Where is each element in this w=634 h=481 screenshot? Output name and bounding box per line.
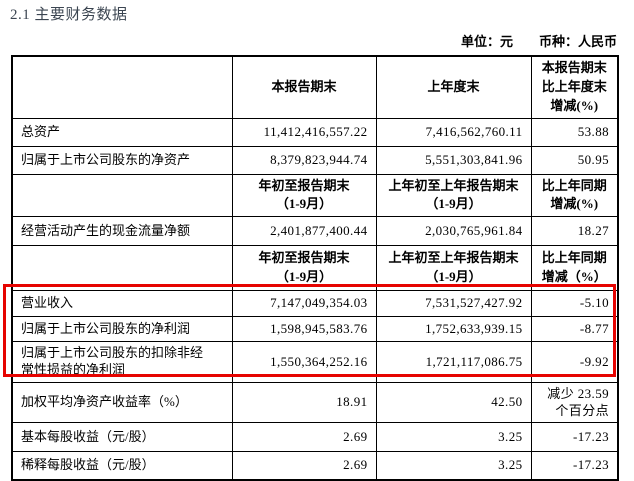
value-current: 2.69 (231, 451, 377, 481)
header-blank-cell (11, 173, 233, 218)
header-ytd-current: 年初至报告期末 （1-9月） (231, 173, 377, 218)
metric-label: 经营活动产生的现金流量净额 (11, 216, 233, 247)
metric-label: 稀释每股收益（元/股） (11, 451, 233, 481)
row-total-assets: 总资产 11,412,416,557.22 7,416,562,760.11 5… (11, 117, 619, 147)
value-current: 7,147,049,354.03 (231, 290, 377, 318)
header-yoy-change: 比上年同期 增减(%) (530, 173, 619, 218)
row-operating-cash-flow: 经营活动产生的现金流量净额 2,401,877,400.44 2,030,765… (11, 216, 619, 247)
section-title: 2.1 主要财务数据 (10, 7, 128, 23)
header-yoy-change: 比上年同期 增减（%） (530, 245, 619, 292)
metric-label: 归属于上市公司股东的净利润 (11, 316, 233, 343)
value-prior: 42.50 (375, 382, 532, 424)
row-net-assets-attributable: 归属于上市公司股东的净资产 8,379,823,944.74 5,551,303… (11, 145, 619, 175)
row-net-profit-attributable: 归属于上市公司股东的净利润 1,598,945,583.76 1,752,633… (11, 316, 619, 343)
value-change: -8.77 (530, 316, 619, 343)
value-current: 18.91 (231, 382, 377, 424)
value-change: 50.95 (530, 145, 619, 175)
metric-label: 加权平均净资产收益率（%） (11, 382, 233, 424)
value-prior: 3.25 (375, 422, 532, 453)
value-change: 18.27 (530, 216, 619, 247)
row-net-profit-excl-nonrecurring: 归属于上市公司股东的扣除非经 常性损益的净利润 1,550,364,252.16… (11, 341, 619, 384)
value-current: 2.69 (231, 422, 377, 453)
value-current: 11,412,416,557.22 (231, 117, 377, 147)
value-change: -9.92 (530, 341, 619, 384)
header-row-ytd-2: 年初至报告期末 （1-9月） 上年初至上年报告期末 （1-9月） 比上年同期 增… (11, 245, 619, 292)
header-row-ytd-1: 年初至报告期末 （1-9月） 上年初至上年报告期末 （1-9月） 比上年同期 增… (11, 173, 619, 218)
value-current: 1,598,945,583.76 (231, 316, 377, 343)
currency-label: 币种：人民币 (538, 34, 617, 49)
financial-data-table: 本报告期末 上年度末 本报告期末 比上年度末 增减(%) 总资产 11,412,… (11, 55, 619, 481)
value-prior: 3.25 (375, 451, 532, 481)
header-ytd-prior: 上年初至上年报告期末 （1-9月） (375, 245, 532, 292)
row-operating-revenue: 营业收入 7,147,049,354.03 7,531,527,427.92 -… (11, 290, 619, 318)
value-current: 2,401,877,400.44 (231, 216, 377, 247)
value-change: -5.10 (530, 290, 619, 318)
value-change: -17.23 (530, 451, 619, 481)
value-prior: 7,416,562,760.11 (375, 117, 532, 147)
value-current: 1,550,364,252.16 (231, 341, 377, 384)
value-change: -17.23 (530, 422, 619, 453)
header-change-vs-prior-year-end: 本报告期末 比上年度末 增减(%) (530, 55, 619, 119)
metric-label: 归属于上市公司股东的扣除非经 常性损益的净利润 (11, 341, 233, 384)
row-weighted-avg-roe: 加权平均净资产收益率（%） 18.91 42.50 减少 23.59 个百分点 (11, 382, 619, 424)
header-row-period-end: 本报告期末 上年度末 本报告期末 比上年度末 增减(%) (11, 55, 619, 119)
row-basic-eps: 基本每股收益（元/股） 2.69 3.25 -17.23 (11, 422, 619, 453)
unit-label: 单位：元 (460, 34, 513, 49)
value-prior: 7,531,527,427.92 (375, 290, 532, 318)
value-current: 8,379,823,944.74 (231, 145, 377, 175)
metric-label: 总资产 (11, 117, 233, 147)
row-diluted-eps: 稀释每股收益（元/股） 2.69 3.25 -17.23 (11, 451, 619, 481)
metric-label: 营业收入 (11, 290, 233, 318)
value-prior: 5,551,303,841.96 (375, 145, 532, 175)
header-ytd-prior: 上年初至上年报告期末 （1-9月） (375, 173, 532, 218)
metric-label: 基本每股收益（元/股） (11, 422, 233, 453)
value-prior: 1,721,117,086.75 (375, 341, 532, 384)
value-prior: 1,752,633,939.15 (375, 316, 532, 343)
header-blank-cell (11, 55, 233, 119)
value-prior: 2,030,765,961.84 (375, 216, 532, 247)
unit-currency-line: 单位：元 币种：人民币 (461, 31, 617, 50)
metric-label: 归属于上市公司股东的净资产 (11, 145, 233, 175)
header-ytd-current: 年初至报告期末 （1-9月） (231, 245, 377, 292)
value-change: 减少 23.59 个百分点 (530, 382, 619, 424)
value-change: 53.88 (530, 117, 619, 147)
header-prior-year-end: 上年度末 (375, 55, 532, 119)
header-blank-cell (11, 245, 233, 292)
header-current-period-end: 本报告期末 (231, 55, 377, 119)
